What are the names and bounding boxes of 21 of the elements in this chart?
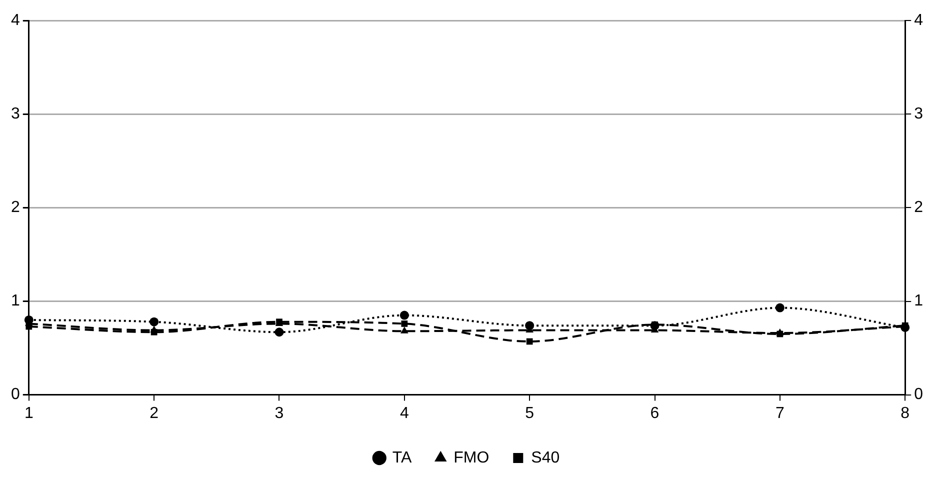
x-tick-label: 5 [525, 404, 534, 422]
y2-tick-label: 1 [10, 292, 20, 310]
y-tick-label: 0 [914, 386, 924, 404]
x-tick-label: 1 [24, 404, 34, 422]
y-tick-label: 2 [914, 199, 924, 216]
legend-label: FMO [454, 449, 490, 466]
y-tick-label: 1 [914, 292, 924, 310]
y2-tick-label: 0 [10, 386, 20, 404]
x-tick-label: 2 [150, 404, 159, 422]
y2-tick-label: 2 [10, 199, 20, 216]
x-tick-label: 3 [274, 404, 284, 422]
x-tick-label: 4 [400, 404, 409, 422]
legend-label: S40 [531, 449, 560, 466]
legend-label: TA [392, 449, 412, 466]
y-tick-label: 3 [914, 106, 924, 123]
y-tick-label: 4 [914, 12, 924, 30]
x-tick-label: 6 [650, 404, 660, 422]
x-tick-label: 7 [775, 404, 784, 422]
y2-tick-label: 3 [10, 106, 20, 123]
y2-tick-label: 4 [10, 12, 20, 30]
x-tick-label: 8 [900, 404, 910, 422]
